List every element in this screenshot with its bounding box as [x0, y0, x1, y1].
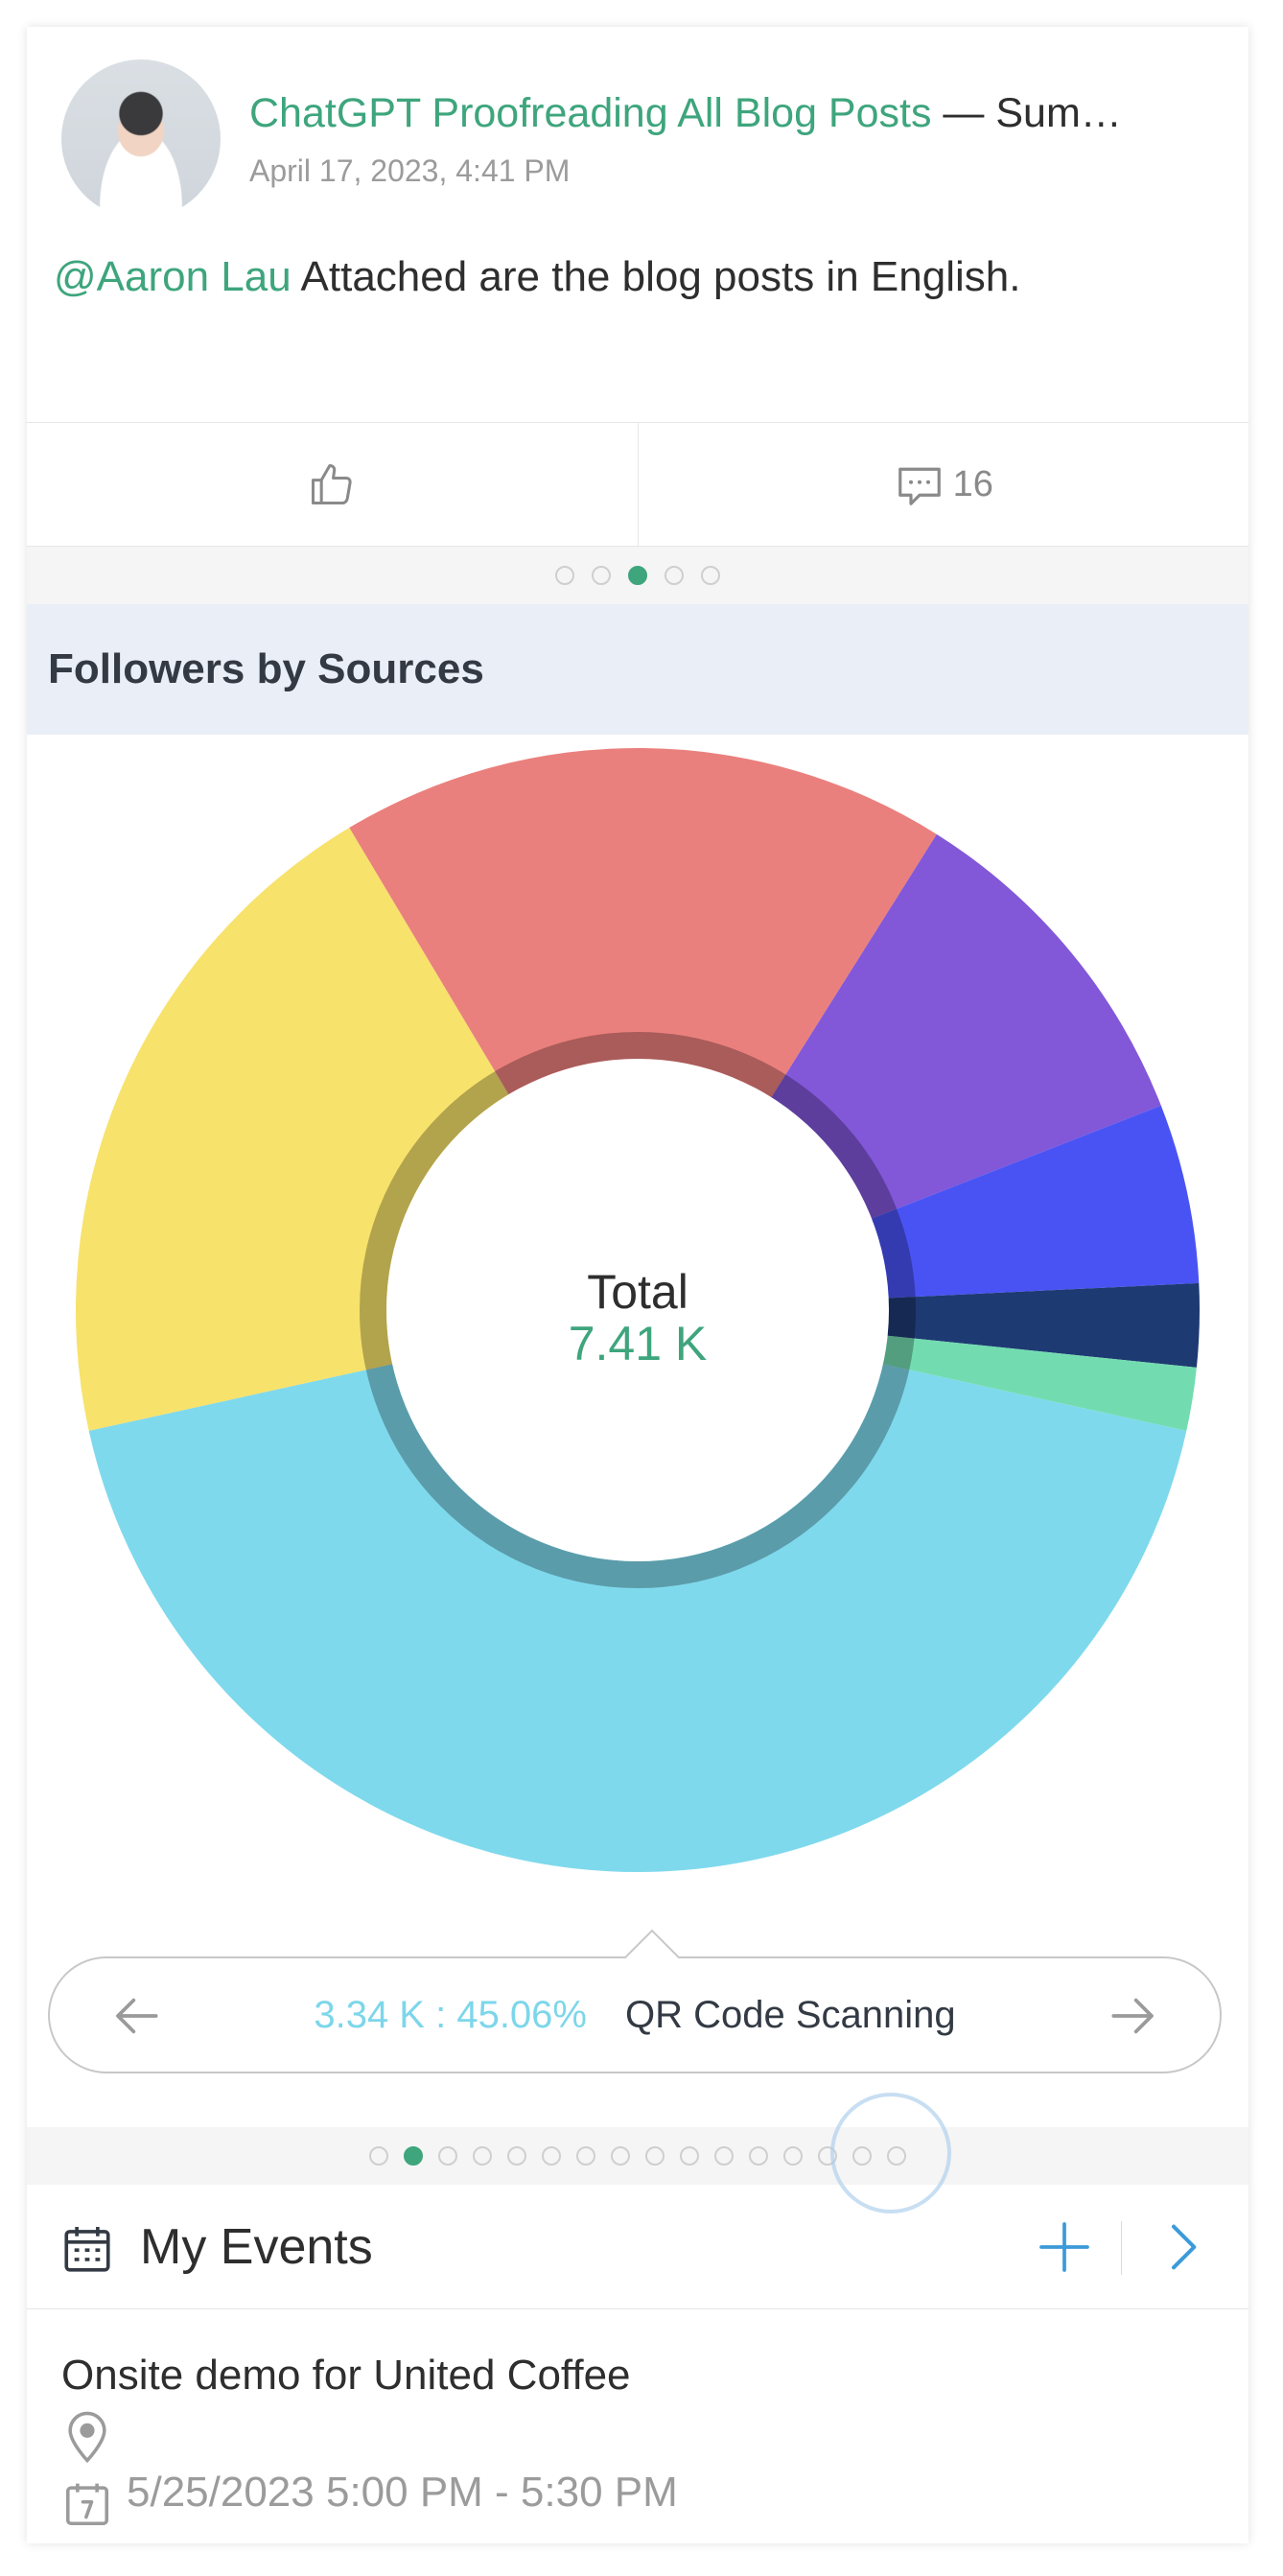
pagination-dot[interactable]: [628, 566, 647, 585]
app-page: ChatGPT Proofreading All Blog Posts — Su…: [27, 27, 1248, 2543]
pagination-dot[interactable]: [645, 2146, 665, 2166]
event-title[interactable]: Onsite demo for United Coffee: [61, 2352, 631, 2399]
donut-hole: [386, 1059, 889, 1561]
comment-count: 16: [952, 463, 993, 504]
arrow-left-icon: [116, 1998, 158, 2034]
touch-focus-ring: [830, 2093, 951, 2213]
pagination-dot[interactable]: [680, 2146, 699, 2166]
post-title-suffix: — Sum…: [931, 90, 1122, 136]
add-event-button[interactable]: [1034, 2216, 1095, 2278]
pagination-dot[interactable]: [542, 2146, 561, 2166]
slice-label: QR Code Scanning: [625, 1993, 956, 2036]
pagination-dot[interactable]: [592, 566, 611, 585]
thumbs-up-icon: [312, 463, 352, 505]
donut-inner-ring: [360, 1032, 916, 1588]
pagination-dot[interactable]: [404, 2146, 423, 2166]
slice-value: 3.34 K : 45.06%: [314, 1993, 587, 2036]
pagination-dot[interactable]: [473, 2146, 492, 2166]
chart-section-title: Followers by Sources: [27, 604, 1248, 735]
donut-center-value: 7.41 K: [569, 1317, 708, 1370]
event-time-range: 5/25/2023 5:00 PM - 5:30 PM: [127, 2469, 678, 2516]
slice-detail-callout: 3.34 K : 45.06% QR Code Scanning: [48, 1929, 1222, 2073]
post-title[interactable]: ChatGPT Proofreading All Blog Posts — Su…: [249, 86, 1218, 140]
pie-slice-selected[interactable]: [88, 1310, 1187, 1872]
calendar-icon: [64, 2227, 110, 2272]
arrow-right-icon: [1111, 1998, 1154, 2034]
chart-pagination-dots[interactable]: [27, 2127, 1248, 2185]
pie-slice[interactable]: [349, 748, 937, 1310]
post-pagination-dots[interactable]: [27, 547, 1248, 604]
author-avatar[interactable]: [61, 59, 221, 219]
pagination-dot[interactable]: [611, 2146, 630, 2166]
pagination-dot[interactable]: [665, 566, 684, 585]
header-divider: [1121, 2221, 1122, 2275]
slice-detail-text: 3.34 K : 45.06% QR Code Scanning: [50, 1958, 1220, 2072]
previous-slice-button[interactable]: [109, 1987, 167, 2045]
pagination-dot[interactable]: [714, 2146, 734, 2166]
post-body-text: Attached are the blog posts in English.: [291, 253, 1021, 300]
pagination-dot[interactable]: [438, 2146, 457, 2166]
location-pin-icon: [68, 2411, 106, 2464]
calendar-small-icon: [65, 2483, 109, 2526]
pagination-dot[interactable]: [369, 2146, 388, 2166]
comment-icon: [898, 467, 941, 505]
pagination-dot[interactable]: [507, 2146, 526, 2166]
donut-center-label: Total: [587, 1265, 688, 1319]
events-title: My Events: [140, 2219, 373, 2275]
pagination-dot[interactable]: [555, 566, 574, 585]
post-timestamp: April 17, 2023, 4:41 PM: [249, 153, 571, 188]
chevron-right-icon: [1172, 2224, 1197, 2270]
user-mention[interactable]: @Aaron Lau: [54, 253, 292, 300]
plus-icon: [1039, 2222, 1089, 2272]
followers-donut-chart[interactable]: Total 7.41 K: [27, 735, 1248, 1953]
post-actions: 16: [27, 422, 1248, 547]
pagination-dot[interactable]: [576, 2146, 595, 2166]
pagination-dot[interactable]: [701, 566, 720, 585]
like-button[interactable]: [27, 423, 638, 546]
post-title-link[interactable]: ChatGPT Proofreading All Blog Posts: [249, 90, 932, 136]
comment-button[interactable]: 16: [637, 423, 1249, 546]
feed-post[interactable]: ChatGPT Proofreading All Blog Posts — Su…: [27, 27, 1248, 422]
events-header: My Events: [27, 2185, 1248, 2309]
open-events-button[interactable]: [1151, 2216, 1212, 2278]
pagination-dot[interactable]: [749, 2146, 768, 2166]
post-body: @Aaron Lau Attached are the blog posts i…: [54, 253, 1020, 301]
next-slice-button[interactable]: [1103, 1987, 1160, 2045]
pagination-dot[interactable]: [783, 2146, 803, 2166]
